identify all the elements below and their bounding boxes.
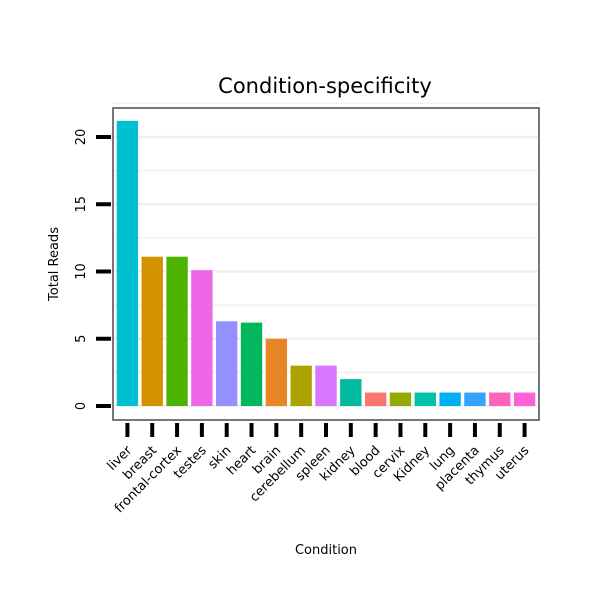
bar-liver bbox=[116, 120, 139, 407]
bar-lung bbox=[439, 392, 461, 406]
bar-skin bbox=[216, 321, 238, 406]
bar-kidney bbox=[340, 379, 362, 406]
bar-spleen bbox=[315, 365, 337, 406]
chart-title: Condition-specificity bbox=[218, 74, 432, 98]
bar-brain bbox=[265, 338, 288, 406]
bar-heart bbox=[240, 322, 263, 406]
x-axis-label: Condition bbox=[295, 543, 357, 558]
y-tick-label: 15 bbox=[74, 196, 89, 213]
bar-placenta bbox=[464, 392, 486, 406]
x-axis: liverbreastfrontal-cortextestesskinheart… bbox=[105, 423, 533, 516]
bar-cerebellum bbox=[290, 365, 312, 406]
y-tick-label: 5 bbox=[74, 335, 89, 343]
x-tick-label: heart bbox=[224, 443, 259, 478]
bars bbox=[116, 120, 536, 407]
bar-breast bbox=[141, 256, 163, 406]
bar-cervix bbox=[389, 392, 412, 406]
bar-uterus bbox=[513, 392, 536, 406]
bar-Kidney bbox=[414, 392, 436, 406]
bar-testes bbox=[191, 270, 213, 406]
bar-blood bbox=[364, 392, 387, 406]
bar-thymus bbox=[489, 392, 511, 406]
y-axis: 0 5 10 15 20 bbox=[74, 129, 111, 410]
y-tick-label: 10 bbox=[74, 263, 89, 280]
y-tick-label: 0 bbox=[74, 402, 89, 410]
bar-frontal-cortex bbox=[166, 256, 188, 406]
plot-border bbox=[112, 107, 540, 421]
y-axis-label: Total Reads bbox=[47, 227, 62, 302]
y-tick-label: 20 bbox=[74, 129, 89, 146]
